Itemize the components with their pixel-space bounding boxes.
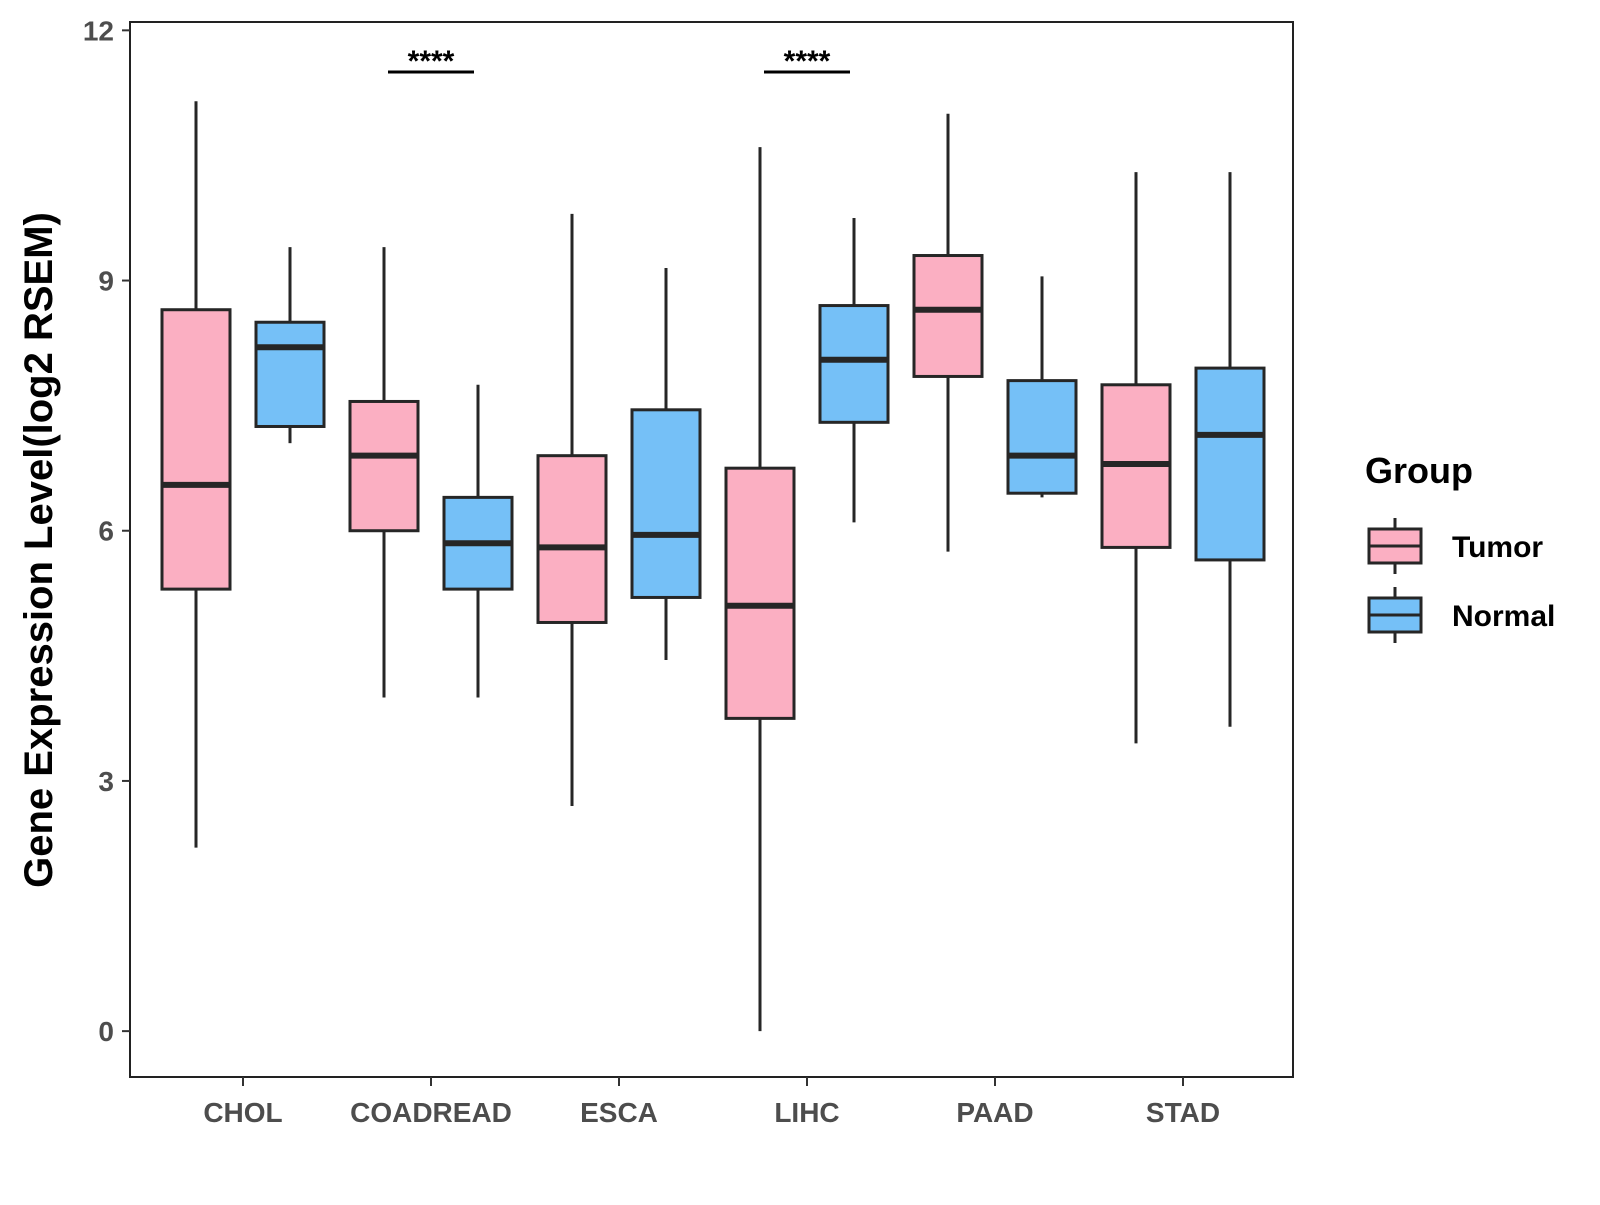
box-body xyxy=(1194,366,1266,562)
box-body xyxy=(818,304,890,424)
box-normal-stad xyxy=(1194,172,1266,727)
significance-label: **** xyxy=(408,45,455,78)
y-tick-label: 12 xyxy=(83,15,114,46)
x-tick-label: PAAD xyxy=(956,1097,1033,1128)
box-body xyxy=(254,320,326,428)
plot-panel xyxy=(129,21,1294,1078)
y-tick-label: 9 xyxy=(98,266,114,297)
y-tick-label: 6 xyxy=(98,516,114,547)
y-axis-title: Gene Expression Level(log2 RSEM) xyxy=(17,212,61,888)
significance-label: **** xyxy=(784,45,831,78)
box-body xyxy=(724,466,796,720)
legend-entries: Tumor Normal xyxy=(1367,518,1555,643)
box-body xyxy=(630,408,702,599)
plot-layer: 0 3 6 9 12 CHOL COADREAD ESCA LIHC PAAD STAD **** **… xyxy=(83,15,1266,1128)
legend-title: Group xyxy=(1365,450,1473,491)
box-body xyxy=(1006,379,1078,495)
legend-label-normal: Normal xyxy=(1452,600,1555,633)
box-tumor-lihc xyxy=(724,147,796,1032)
box-body xyxy=(160,308,232,591)
box-normal-lihc xyxy=(818,217,890,523)
box-tumor-stad xyxy=(1100,172,1172,744)
x-tick-label: CHOL xyxy=(203,1097,282,1128)
x-tick-label: ESCA xyxy=(580,1097,658,1128)
box-body xyxy=(536,454,608,624)
box-tumor-coadread xyxy=(348,247,420,698)
box-normal-coadread xyxy=(442,384,514,698)
legend-item-tumor: Tumor xyxy=(1367,518,1543,574)
y-tick-label: 3 xyxy=(98,766,114,797)
box-normal-chol xyxy=(254,247,326,444)
box-normal-paad xyxy=(1006,276,1078,498)
box-tumor-paad xyxy=(912,113,984,552)
x-tick-label: STAD xyxy=(1146,1097,1220,1128)
y-tick-label: 0 xyxy=(98,1016,114,1047)
box-tumor-esca xyxy=(536,213,608,806)
box-body xyxy=(348,399,420,533)
box-body xyxy=(912,254,984,378)
x-tick-label: COADREAD xyxy=(350,1097,512,1128)
legend-label-tumor: Tumor xyxy=(1452,531,1543,564)
legend: Group Tumor Normal xyxy=(1365,450,1555,643)
box-tumor-chol xyxy=(160,101,232,848)
x-tick-label: LIHC xyxy=(774,1097,839,1128)
legend-item-normal: Normal xyxy=(1367,587,1555,643)
box-normal-esca xyxy=(630,268,702,661)
